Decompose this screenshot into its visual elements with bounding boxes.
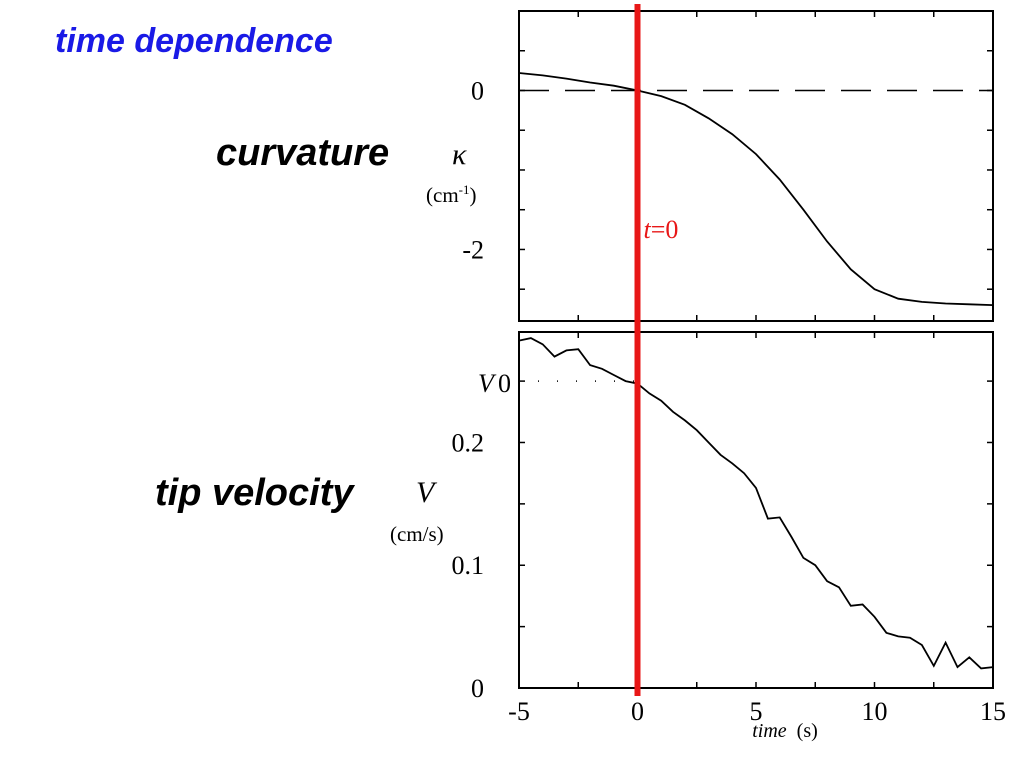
velocity-series-line bbox=[518, 337, 994, 670]
v0-subscript: 0 bbox=[498, 369, 511, 398]
page-title: time dependence bbox=[55, 22, 333, 60]
v0-label: V bbox=[478, 369, 497, 398]
velocity-ytick-label: 0.1 bbox=[452, 551, 485, 580]
x-tick-label: 5 bbox=[750, 697, 763, 726]
velocity-plot-frame bbox=[518, 331, 994, 689]
x-tick-label: 15 bbox=[980, 697, 1006, 726]
velocity-ytick-label: 0 bbox=[471, 674, 484, 703]
x-axis-label: time (s) bbox=[752, 720, 818, 742]
curvature-unit: (cm-1) bbox=[426, 182, 477, 208]
curvature-ytick-label: -2 bbox=[462, 235, 484, 264]
velocity-ytick-label: 0.2 bbox=[452, 428, 485, 457]
curvature-series-line bbox=[518, 72, 994, 306]
curvature-unit-base: (cm bbox=[426, 183, 459, 207]
velocity-unit: (cm/s) bbox=[390, 522, 444, 546]
tip-velocity-label: tip velocity bbox=[155, 472, 354, 514]
curvature-symbol: κ bbox=[452, 138, 467, 171]
t0-label: t=0 bbox=[644, 215, 679, 244]
x-tick-label: -5 bbox=[508, 697, 530, 726]
x-tick-label: 0 bbox=[631, 697, 644, 726]
curvature-unit-end: ) bbox=[469, 183, 477, 207]
curvature-label: curvature bbox=[216, 132, 390, 174]
curvature-plot-frame bbox=[518, 10, 994, 322]
curvature-ytick-label: 0 bbox=[471, 76, 484, 105]
curvature-unit-sup: -1 bbox=[458, 182, 470, 197]
velocity-symbol: V bbox=[416, 476, 435, 509]
x-tick-label: 10 bbox=[862, 697, 888, 726]
